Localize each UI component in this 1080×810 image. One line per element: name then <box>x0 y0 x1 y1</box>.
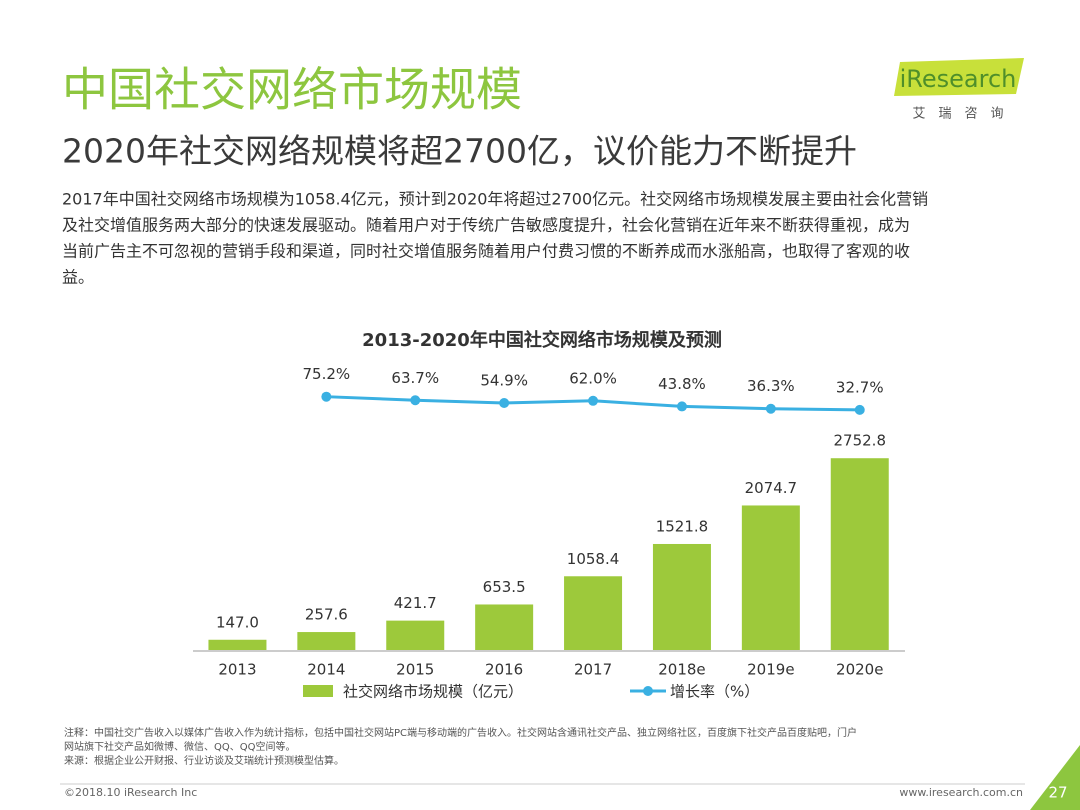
bar <box>386 620 445 650</box>
copyright: ©2018.10 iResearch Inc <box>64 786 197 799</box>
note: 来源：根据企业公开财报、行业访谈及艾瑞统计预测模型估算。 <box>64 754 344 767</box>
corner <box>1030 745 1080 810</box>
data-label: 147.0 <box>216 613 259 631</box>
bar <box>475 604 534 650</box>
x-tick-label: 2017 <box>574 661 612 679</box>
line-point <box>410 395 421 406</box>
data-label: 2752.8 <box>834 432 887 450</box>
x-tick-label: 2013 <box>218 661 256 679</box>
line-point <box>499 397 510 408</box>
slide-subtitle: 2020年社交网络规模将超2700亿，议价能力不断提升 <box>62 132 857 171</box>
note: 网站旗下社交产品如微博、微信、QQ、QQ空间等。 <box>64 740 295 753</box>
data-label: 1521.8 <box>656 517 709 535</box>
x-tick-label: 2014 <box>307 661 345 679</box>
slide-title: 中国社交网络市场规模 <box>62 63 522 117</box>
x-tick-label: 2020e <box>836 661 883 679</box>
x-tick-label: 2018e <box>658 661 705 679</box>
data-label: 257.6 <box>305 606 348 624</box>
data-label: 75.2% <box>303 365 351 383</box>
chart-title: 2013-2020年中国社交网络市场规模及预测 <box>362 329 722 351</box>
x-tick-label: 2019e <box>747 661 794 679</box>
website: www.iresearch.com.cn <box>899 786 1023 799</box>
logo-sub: 艾 瑞 咨 询 <box>912 107 1003 122</box>
body-text: 及社交增值服务两大部分的快速发展驱动。随着用户对于传统广告敏感度提升，社会化营销… <box>62 216 910 235</box>
page-number: 27 <box>1048 784 1067 802</box>
x-tick-label: 2015 <box>396 661 434 679</box>
logo-bg <box>894 58 1024 96</box>
bar <box>564 576 623 650</box>
line-point <box>588 395 599 406</box>
x-tick-label: 2016 <box>485 661 523 679</box>
body-text: 2017年中国社交网络市场规模为1058.4亿元，预计到2020年将超过2700… <box>62 190 928 209</box>
legend-label: 社交网络市场规模（亿元） <box>343 683 523 701</box>
legend-label: 增长率（%） <box>670 683 759 701</box>
data-label: 62.0% <box>569 369 617 387</box>
data-label: 54.9% <box>480 371 528 389</box>
bar <box>830 458 889 650</box>
data-label: 32.7% <box>836 378 884 396</box>
legend-swatch <box>303 685 333 697</box>
line-point <box>676 401 687 412</box>
line-point <box>765 403 776 414</box>
data-label: 36.3% <box>747 377 795 395</box>
note: 注释：中国社交广告收入以媒体广告收入作为统计指标，包括中国社交网站PC端与移动端… <box>64 726 857 739</box>
data-label: 1058.4 <box>567 550 620 568</box>
bar <box>297 632 356 650</box>
body-text: 益。 <box>62 268 94 287</box>
bar <box>208 639 267 650</box>
data-label: 43.8% <box>658 375 706 393</box>
data-label: 653.5 <box>483 578 526 596</box>
logo: iResearch <box>900 65 1017 93</box>
line-point <box>854 404 865 415</box>
legend-swatch <box>643 686 653 696</box>
line-point <box>321 391 332 402</box>
bar <box>652 543 711 650</box>
data-label: 2074.7 <box>745 479 798 497</box>
body-text: 当前广告主不可忽视的营销手段和渠道，同时社交增值服务随着用户付费习惯的不断养成而… <box>62 242 910 261</box>
data-label: 63.7% <box>391 369 439 387</box>
data-label: 421.7 <box>394 594 437 612</box>
bar <box>741 505 800 650</box>
